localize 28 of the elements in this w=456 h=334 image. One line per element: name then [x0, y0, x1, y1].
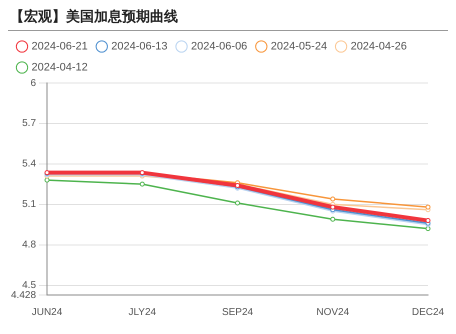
legend-label: 2024-04-26	[350, 40, 407, 53]
x-tick-label: DEC24	[412, 306, 445, 318]
x-tick-label: JLY24	[128, 306, 157, 318]
point	[426, 204, 430, 210]
legend-label: 2024-06-06	[191, 40, 248, 53]
point	[44, 178, 50, 183]
point	[426, 226, 430, 232]
point	[330, 216, 336, 222]
y-tick-label: 4.5	[22, 280, 36, 292]
legend-label: 2024-06-13	[111, 40, 168, 53]
legend-label: 2024-05-24	[270, 40, 328, 53]
point	[330, 196, 336, 202]
point	[235, 200, 240, 206]
chart-title: 【宏观】美国加息预期曲线	[8, 8, 448, 31]
legend-label: 2024-04-12	[32, 62, 88, 74]
y-tick-label: 4.428	[10, 290, 36, 301]
y-tick-label: 5.1	[22, 199, 36, 210]
x-tick-label: NOV24	[316, 306, 350, 318]
point	[426, 218, 430, 224]
y-tick-label: 6	[30, 78, 36, 89]
y-tick-label: 4.8	[22, 240, 36, 251]
y-tick-label: 5.7	[22, 118, 36, 130]
x-tick-label: SEP24	[222, 306, 254, 318]
point	[140, 182, 145, 187]
x-tick-label: JUN24	[32, 306, 63, 318]
legend-label: 2024-06-21	[32, 40, 88, 53]
point	[330, 204, 336, 210]
y-tick-label: 5.4	[22, 158, 36, 170]
